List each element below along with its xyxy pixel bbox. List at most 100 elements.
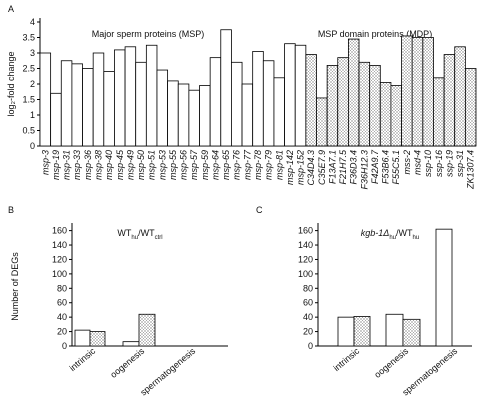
bar [358, 61, 371, 147]
y-tick-label: 80 [303, 283, 313, 293]
bar [464, 68, 477, 147]
bar [122, 341, 140, 347]
x-tick-label: msp-152 [296, 150, 306, 185]
x-tick-label: msp-76 [232, 150, 242, 180]
bar [103, 71, 115, 147]
x-tick-label: msp-50 [136, 150, 146, 180]
y-tick-label: 1.5 [22, 95, 35, 105]
title-part: WT [117, 228, 131, 238]
x-tick-label: F36D3.4 [349, 150, 359, 185]
x-tick-label: intrinsic [67, 346, 97, 374]
x-tick-label: F36H12.3 [359, 150, 369, 190]
bar [124, 46, 137, 147]
bar [241, 83, 254, 147]
x-tick-label: msp-3 [40, 150, 50, 175]
x-tick-label: msp-19 [51, 150, 61, 180]
x-tick-label: spermatogenesis [138, 346, 197, 398]
title-part: /WT [138, 228, 155, 238]
bar [199, 85, 211, 147]
x-tick-label: msp-40 [104, 150, 114, 180]
x-tick-label: ZK1307.4 [466, 150, 476, 190]
bar [156, 69, 169, 147]
y-tick-label: 120 [52, 254, 67, 264]
x-tick-label: intrinsic [331, 346, 361, 374]
x-tick-label: msp-79 [264, 150, 274, 180]
bar [402, 318, 421, 347]
bar [284, 43, 296, 147]
title-part: hu [413, 235, 420, 241]
bar [326, 65, 339, 147]
bar [50, 92, 62, 147]
y-tick-label: 0 [308, 341, 313, 351]
x-tick-label: msp-81 [274, 150, 284, 180]
y-tick-label: 3 [30, 48, 35, 58]
x-tick-label: msd-4 [413, 150, 423, 175]
bar [411, 37, 424, 147]
y-tick-label: 20 [57, 327, 67, 337]
x-tick-label: msp-45 [115, 149, 125, 180]
title-part: kgb-1Δ [361, 228, 390, 238]
bar [353, 316, 371, 347]
y-tick-label: 100 [298, 269, 313, 279]
x-tick-label: ssp-16 [434, 150, 444, 177]
y-tick-label: 140 [52, 240, 67, 250]
bar [337, 316, 355, 347]
bar [74, 329, 91, 347]
x-tick-label: C35E7.9 [317, 150, 327, 185]
y-tick-label: 100 [52, 269, 67, 279]
y-tick-label: 80 [57, 283, 67, 293]
bar [231, 61, 243, 147]
bar [60, 60, 73, 147]
x-tick-label: msp-59 [200, 150, 210, 180]
y-tick-label: 40 [303, 312, 313, 322]
y-tick-label: 4 [30, 17, 35, 27]
panel-label: B [8, 205, 14, 215]
x-tick-label: msp-53 [157, 150, 167, 180]
x-tick-label: msp-55 [168, 149, 178, 180]
bar [369, 65, 381, 147]
bar [167, 80, 179, 147]
x-tick-label: F21H7.5 [338, 149, 348, 185]
bar [188, 89, 200, 147]
title-part: hu [389, 235, 396, 241]
bar [82, 68, 94, 147]
y-tick-label: 0 [30, 141, 35, 151]
y-tick-label: 20 [303, 327, 313, 337]
bar [145, 44, 158, 147]
y-tick-label: 160 [52, 226, 67, 236]
y-tick-label: 2.5 [22, 64, 35, 74]
x-tick-label: ssp-19 [444, 150, 454, 177]
x-tick-label: msp-56 [179, 150, 189, 180]
panel-label: A [8, 4, 14, 14]
bar [89, 331, 106, 347]
bar [177, 83, 190, 147]
bar [138, 313, 156, 347]
bar [92, 52, 105, 147]
y-tick-label: 60 [303, 298, 313, 308]
bar [39, 52, 52, 147]
chart-title: kgb-1Δhu/WThu [361, 228, 419, 241]
y-tick-label: 0 [62, 341, 67, 351]
bar [71, 63, 83, 147]
x-tick-label: F42A9.7 [370, 149, 380, 184]
bar [252, 51, 264, 147]
y-tick-label: 2 [30, 79, 35, 89]
panel-label: C [256, 205, 263, 215]
x-tick-label: msp-64 [210, 150, 220, 180]
x-tick-label: msp-51 [147, 150, 157, 180]
y-tick-label: 3.5 [22, 33, 35, 43]
y-axis-label: log₂-fold change [6, 51, 16, 116]
y-tick-label: 120 [298, 254, 313, 264]
x-tick-label: msp-49 [125, 150, 135, 180]
title-part: ctrl [155, 235, 163, 241]
y-tick-label: 160 [298, 226, 313, 236]
bar [273, 77, 285, 147]
bar [316, 97, 328, 147]
x-tick-label: msp-77 [242, 149, 252, 180]
x-tick-label: mss-2 [402, 150, 412, 175]
x-tick-label: ssp-31 [455, 150, 465, 177]
bar [262, 60, 275, 147]
x-tick-label: msp-65 [221, 149, 231, 180]
bar [294, 44, 307, 147]
